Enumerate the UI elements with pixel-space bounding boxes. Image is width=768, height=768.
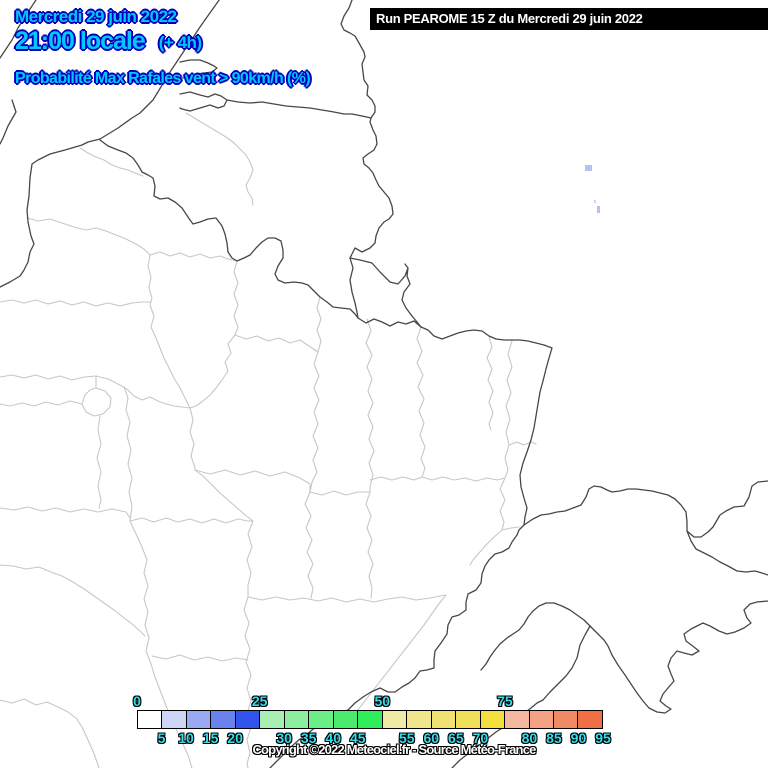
jura-lake-branch	[480, 602, 591, 671]
legend-tick-40: 40	[325, 730, 341, 746]
scheldt-estuary	[179, 59, 218, 79]
legend-tick-50: 50	[374, 693, 391, 709]
legend-cell-15-20	[210, 711, 235, 728]
legend-tick-5: 5	[157, 730, 166, 746]
ch-de-border-south	[686, 530, 768, 576]
legend-cell-30-35	[283, 711, 309, 728]
legend-cell-20-25	[234, 711, 260, 728]
legend-cell-0-5	[138, 711, 162, 728]
legend-color-bar	[137, 710, 603, 729]
legend-tick-80: 80	[521, 730, 538, 746]
legend-cell-85-90	[552, 711, 578, 728]
legend-cell-60-65	[430, 711, 456, 728]
forecast-date: Mercredi 29 juin 2022	[15, 7, 177, 26]
probability-spot-2	[594, 200, 596, 203]
department-borders	[0, 112, 537, 768]
legend-tick-0: 0	[133, 693, 141, 709]
product-title: Probabilité Max Rafales vent > 90km/h (%…	[15, 70, 311, 87]
legend-tick-35: 35	[300, 730, 317, 746]
legend-cell-40-45	[332, 711, 358, 728]
legend-tick-85: 85	[546, 730, 562, 746]
legend-cell-5-10	[161, 711, 186, 728]
legend-tick-15: 15	[202, 730, 219, 746]
forecast-time-offset: (+ 4h)	[158, 32, 202, 52]
ch-de-border	[523, 480, 768, 538]
legend-cell-80-85	[528, 711, 553, 728]
legend-cell-70-75	[479, 711, 505, 728]
fr-be-border	[99, 139, 359, 319]
paris-ring	[0, 375, 112, 509]
legend-cell-35-40	[308, 711, 333, 728]
fr-ch-jura-border	[451, 600, 768, 768]
map-header: Mercredi 29 juin 2022 21:00 locale (+ 4h…	[15, 7, 311, 88]
legend-tick-25: 25	[251, 693, 268, 709]
legend-cell-10-15	[185, 711, 211, 728]
legend-tick-60: 60	[423, 730, 440, 746]
fr-de-border	[420, 326, 553, 526]
model-run-label: Run PEAROME 15 Z du Mercredi 29 juin 202…	[370, 8, 768, 30]
legend-cell-50-55	[381, 711, 407, 728]
legend-cell-45-50	[357, 711, 382, 728]
legend-tick-75: 75	[497, 693, 513, 709]
probability-spot-1	[585, 165, 592, 171]
scheldt-estuary-2	[179, 91, 228, 112]
be-de-border	[340, 0, 394, 259]
legend-cell-90-95	[577, 711, 602, 728]
luxembourg-west	[349, 257, 359, 319]
england-coast-2	[0, 99, 17, 145]
channel-coastline	[0, 0, 220, 288]
be-nl-border	[226, 99, 372, 119]
luxembourg-north-east	[349, 257, 422, 328]
legend-tick-95: 95	[595, 730, 611, 746]
legend-tick-45: 45	[349, 730, 366, 746]
copyright-notice: Copyright ©2022 Meteociel.fr - Source Mé…	[252, 742, 536, 757]
legend-tick-55: 55	[398, 730, 415, 746]
forecast-time: 21:00 locale	[15, 27, 146, 55]
legend-tick-10: 10	[178, 730, 194, 746]
legend-tick-30: 30	[276, 730, 292, 746]
legend-tick-20: 20	[227, 730, 243, 746]
probability-spot-3	[597, 206, 600, 213]
legend-tick-65: 65	[448, 730, 464, 746]
england-coast	[0, 0, 37, 59]
legend-tick-90: 90	[570, 730, 587, 746]
legend-cell-25-30	[259, 711, 284, 728]
legend-cell-65-70	[455, 711, 480, 728]
fr-lu-border	[357, 317, 422, 328]
legend-tick-70: 70	[472, 730, 489, 746]
forecast-time-row: 21:00 locale (+ 4h)	[15, 28, 310, 54]
legend-cell-75-80	[504, 711, 529, 728]
legend-cell-55-60	[406, 711, 431, 728]
